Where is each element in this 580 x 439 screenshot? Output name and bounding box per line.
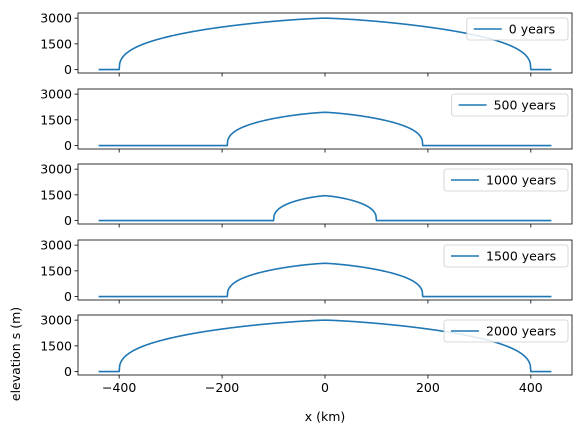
legend-label: 0 years xyxy=(509,22,555,37)
y-tick-label: 3000 xyxy=(40,11,72,26)
y-tick-label: 1500 xyxy=(40,338,72,353)
legend-box xyxy=(443,244,569,268)
y-tick-label: 0 xyxy=(64,364,72,379)
legend: 1000 years xyxy=(443,168,569,192)
y-tick-label: 3000 xyxy=(40,162,72,177)
legend: 1500 years xyxy=(443,244,569,268)
legend-label: 1500 years xyxy=(486,249,556,264)
legend-box xyxy=(451,93,569,117)
x-tick-label: 200 xyxy=(416,380,440,395)
x-tick-label: −200 xyxy=(205,380,239,395)
y-tick-label: 1500 xyxy=(40,112,72,127)
x-tick-label: 0 xyxy=(321,380,329,395)
y-tick-label: 3000 xyxy=(40,313,72,328)
panel-3: 0 1500 3000 1000 years xyxy=(40,162,573,228)
y-tick-label: 1500 xyxy=(40,36,72,51)
legend: 500 years xyxy=(451,93,569,117)
y-tick-label: 0 xyxy=(64,213,72,228)
panel-5: 0 1500 3000 2000 years −400 −200 0 200 400 xyxy=(40,313,573,395)
y-tick-label: 0 xyxy=(64,289,72,304)
y-tick-label: 0 xyxy=(64,62,72,77)
legend-box xyxy=(466,17,569,41)
panel-2: 0 1500 3000 500 years xyxy=(40,87,573,153)
series-line-2 xyxy=(98,111,552,147)
y-tick-label: 3000 xyxy=(40,238,72,253)
y-tick-label: 1500 xyxy=(40,263,72,278)
legend-label: 500 years xyxy=(494,98,556,113)
x-axis-label: x (km) xyxy=(305,409,346,424)
x-tick-label: −400 xyxy=(102,380,136,395)
legend-box xyxy=(443,168,569,192)
legend: 0 years xyxy=(466,17,569,41)
y-axis-label: elevation s (m) xyxy=(8,307,23,401)
series-line-3 xyxy=(98,194,552,222)
y-tick-label: 3000 xyxy=(40,87,72,102)
legend-label: 1000 years xyxy=(486,173,556,188)
panel-1: 0 1500 3000 0 years xyxy=(40,11,573,77)
y-tick-label: 1500 xyxy=(40,187,72,202)
legend-box xyxy=(443,319,569,343)
series-line-4 xyxy=(98,262,552,298)
y-tick-label: 0 xyxy=(64,138,72,153)
legend-label: 2000 years xyxy=(486,324,556,339)
x-tick-label: 400 xyxy=(519,380,543,395)
legend: 2000 years xyxy=(443,319,569,343)
panel-4: 0 1500 3000 1500 years xyxy=(40,238,573,304)
